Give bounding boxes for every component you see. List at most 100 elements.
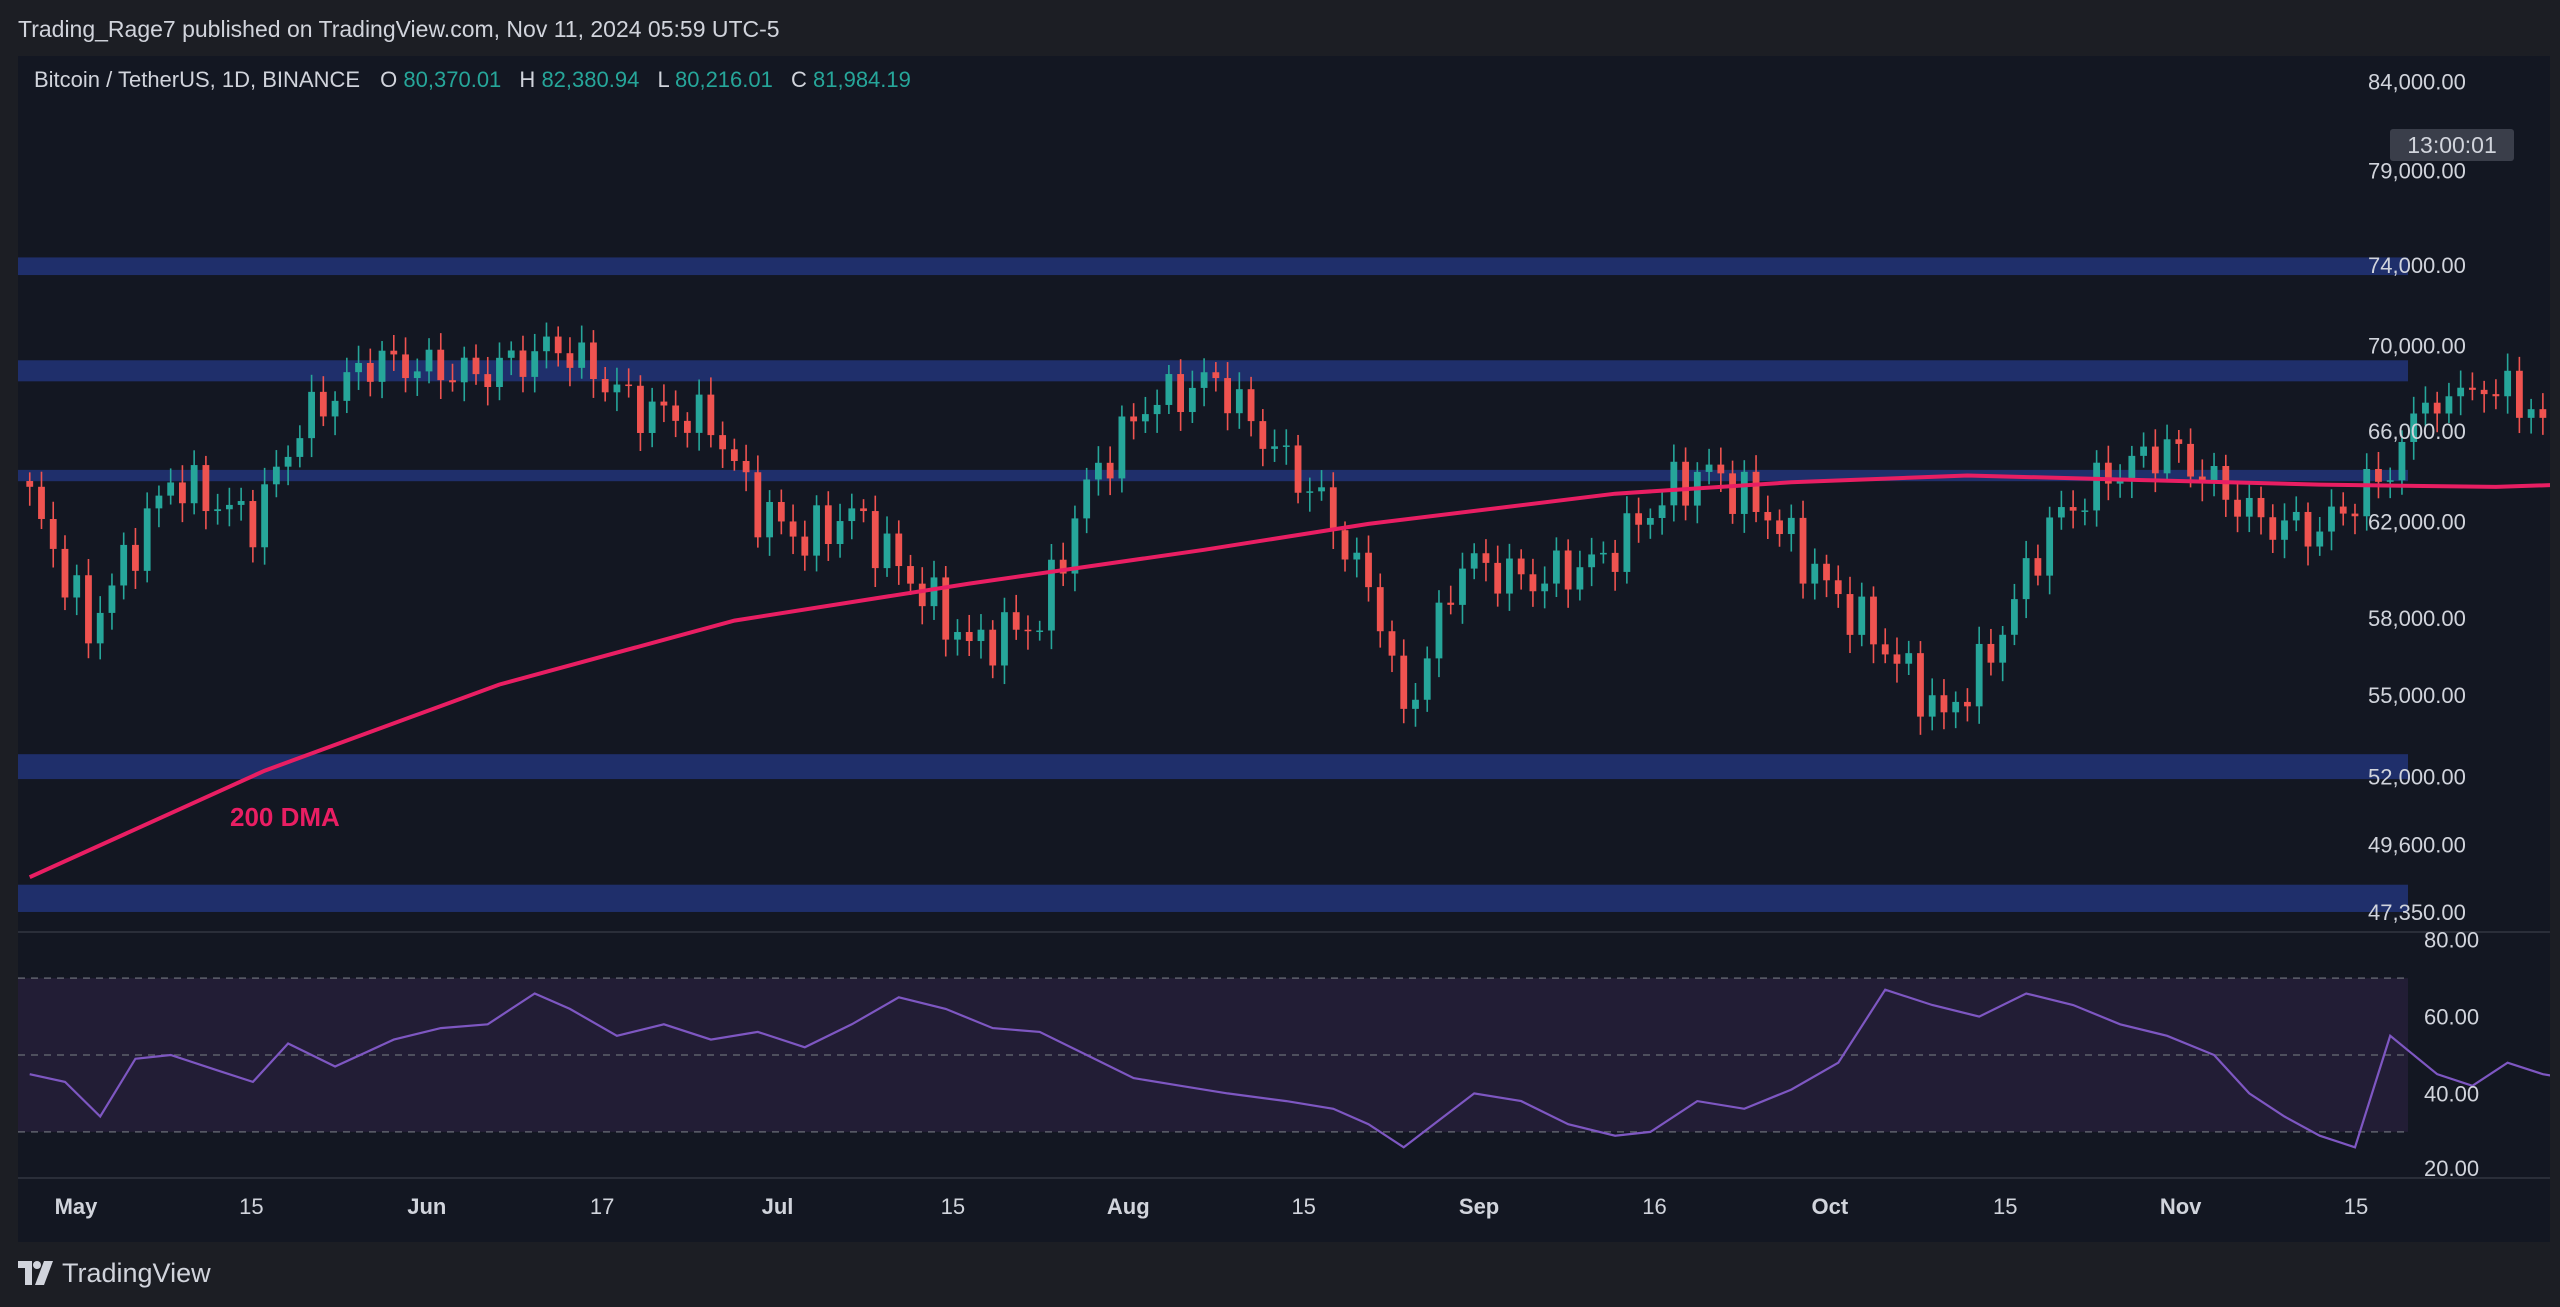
candle	[1083, 467, 1091, 534]
candle-body	[1975, 643, 1983, 707]
candle-body	[1717, 464, 1725, 474]
candle	[1482, 539, 1490, 582]
candle-body	[1435, 602, 1443, 659]
candle	[918, 567, 926, 625]
time-tick-10: Oct	[1812, 1194, 1849, 1219]
zone-2	[18, 469, 2408, 482]
candle-body	[1329, 487, 1337, 531]
chart-svg[interactable]: 200 DMA 84,000.00 79,000.00 74,000.00 70,00…	[18, 56, 2560, 1242]
candle-body	[695, 394, 703, 433]
candle	[1588, 537, 1596, 587]
candle-body	[730, 449, 738, 461]
candle	[2457, 370, 2465, 416]
candle-body	[766, 502, 773, 538]
candle-body	[2480, 389, 2488, 395]
candle	[1400, 639, 1408, 724]
open-label: O	[380, 67, 397, 92]
time-tick-2: Jun	[407, 1194, 446, 1219]
candle	[2187, 428, 2194, 488]
candle-body	[96, 612, 104, 644]
candle-body	[1940, 695, 1948, 713]
chart-frame[interactable]: 200 DMA 84,000.00 79,000.00 74,000.00 70,00…	[18, 56, 2560, 1242]
candle	[26, 472, 34, 506]
candle	[2339, 492, 2347, 526]
candle	[2222, 454, 2230, 517]
time-tick-5: 15	[941, 1194, 965, 1219]
candle-body	[366, 362, 374, 382]
candle-body	[789, 521, 797, 537]
candle	[85, 559, 92, 659]
candle-body	[1247, 389, 1255, 422]
candle-body	[460, 357, 468, 383]
candle	[1870, 586, 1877, 664]
candle-body	[449, 380, 456, 383]
candle-body	[1306, 491, 1314, 493]
candle-body	[261, 484, 269, 548]
candle-body	[2304, 511, 2312, 547]
publisher-bar: Trading_Rage7 published on TradingView.c…	[0, 0, 2560, 56]
candle	[942, 565, 950, 657]
rsi-levels	[18, 977, 2408, 1133]
candle-body	[1459, 568, 1466, 605]
time-tick-3: 17	[590, 1194, 614, 1219]
candle	[719, 421, 727, 468]
candle	[272, 450, 280, 498]
candle-body	[1200, 372, 1208, 388]
candle-body	[143, 508, 151, 571]
candle	[284, 445, 292, 486]
price-pane[interactable]: 200 DMA 84,000.00 79,000.00 74,000.00 70,00…	[18, 70, 2560, 925]
candle-body	[2504, 370, 2512, 397]
candle-body	[1799, 517, 1807, 584]
candle	[2469, 372, 2476, 401]
candle	[2011, 583, 2018, 646]
candle-body	[1811, 563, 1819, 584]
candle-body	[49, 518, 57, 549]
time-axis[interactable]: May 15 Jun 17 Jul 15 Aug 15 Sep 16 Oct 15 Nov 15	[55, 1194, 2369, 1219]
candle-body	[871, 511, 879, 569]
candle-body	[2093, 462, 2101, 511]
rsi-line	[29, 988, 2560, 1149]
candle-body	[1752, 471, 1760, 512]
candle-body	[1071, 518, 1079, 574]
candle	[2081, 498, 2089, 526]
rsi-tick-2: 40.00	[2424, 1081, 2479, 1106]
candle	[777, 489, 785, 535]
zone-0	[18, 257, 2408, 276]
candle-body	[1541, 583, 1549, 592]
candle	[1423, 646, 1431, 712]
candle	[261, 467, 269, 565]
time-tick-4: Jul	[762, 1194, 794, 1219]
candlestick-series	[26, 322, 2559, 735]
candle	[179, 465, 186, 523]
candle-body	[1576, 567, 1584, 590]
candle-body	[543, 336, 550, 352]
candle-body	[742, 460, 750, 473]
candle-body	[1729, 473, 1736, 514]
candle-body	[1823, 563, 1830, 581]
candle-body	[648, 401, 656, 433]
candle-body	[1670, 461, 1678, 506]
candle	[2492, 379, 2500, 410]
candle-body	[1529, 574, 1537, 592]
candle	[2292, 496, 2300, 532]
candle-body	[1153, 404, 1161, 415]
candle	[1611, 539, 1619, 591]
candle-body	[683, 420, 691, 433]
candle-body	[1893, 654, 1901, 664]
candle	[1130, 403, 1138, 440]
candle-body	[2011, 599, 2018, 635]
candle	[2351, 503, 2359, 535]
candle-body	[167, 482, 175, 496]
candle	[813, 495, 820, 572]
candle	[1928, 678, 1936, 731]
rsi-pane[interactable]: 80.00 60.00 40.00 20.00	[18, 928, 2560, 1181]
candle-body	[1740, 471, 1748, 514]
candle-body	[413, 371, 421, 379]
candle	[308, 374, 315, 458]
candle-body	[672, 405, 680, 421]
candle-body	[26, 481, 34, 487]
candle-body	[2057, 507, 2065, 518]
candle	[425, 338, 433, 384]
candle-body	[2457, 387, 2465, 397]
tradingview-logo[interactable]: TradingView	[18, 1256, 211, 1290]
